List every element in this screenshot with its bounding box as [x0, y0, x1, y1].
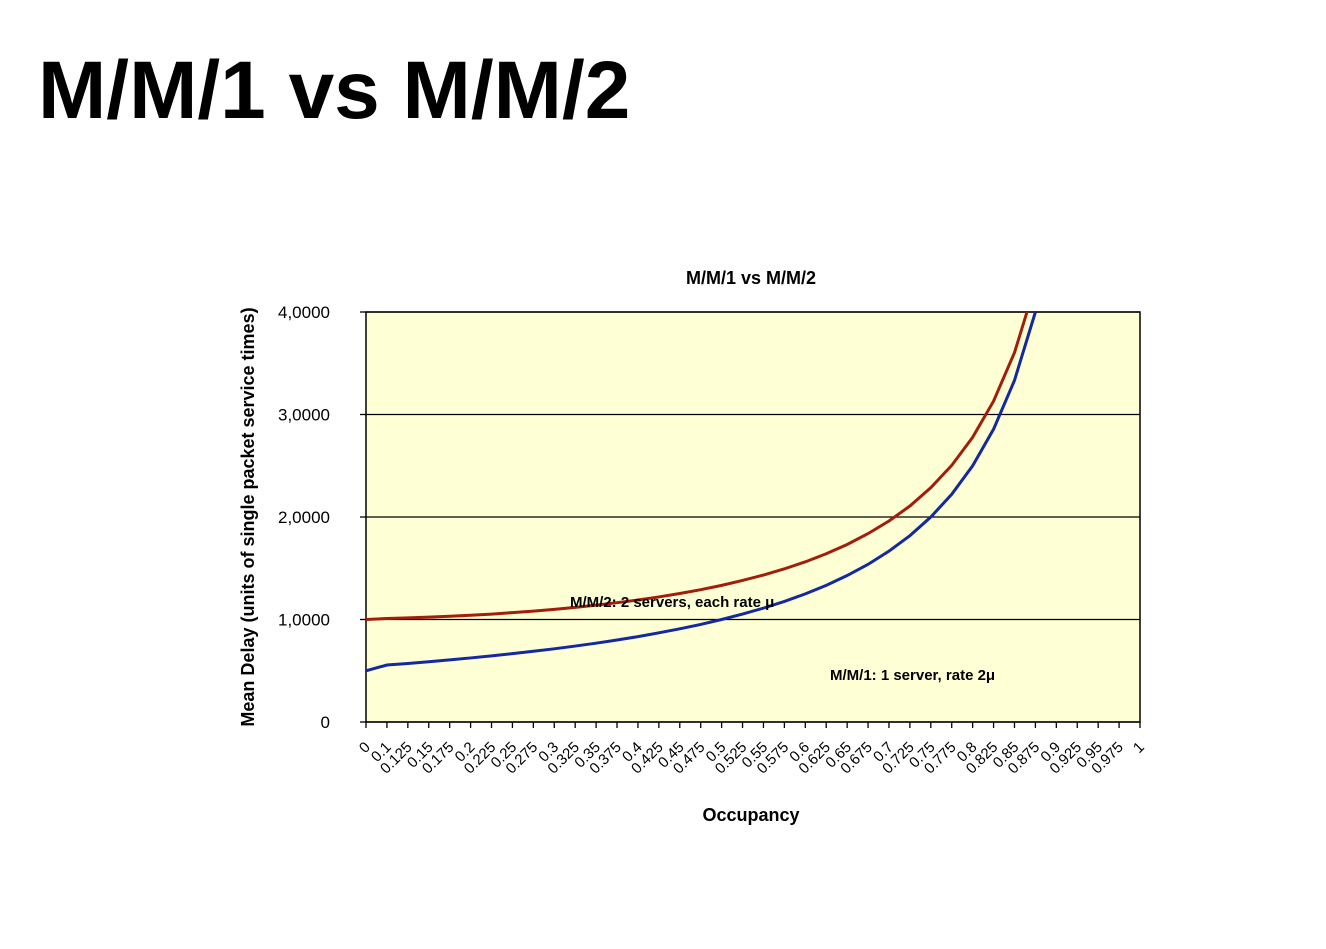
- x-axis-label: Occupancy: [702, 805, 799, 825]
- y-tick-label: 2,0000: [278, 508, 330, 527]
- series-line: [366, 312, 1029, 621]
- annotation: M/M/1: 1 server, rate 2μ: [830, 667, 995, 684]
- annotation: M/M/2: 2 servers, each rate μ: [570, 594, 774, 611]
- x-tick-label: 1: [1130, 739, 1148, 757]
- y-tick-label: 3,0000: [278, 406, 330, 425]
- y-tick-label: 4,0000: [278, 303, 330, 322]
- y-tick-label: 0: [321, 713, 330, 732]
- chart-title: M/M/1 vs M/M/2: [686, 268, 816, 288]
- y-axis-label: Mean Delay (units of single packet servi…: [238, 307, 258, 726]
- y-tick-label: 1,0000: [278, 611, 330, 630]
- series-line: [366, 312, 1037, 673]
- plot-border: [365, 311, 1141, 723]
- slide-title: M/M/1 vs M/M/2: [38, 45, 630, 136]
